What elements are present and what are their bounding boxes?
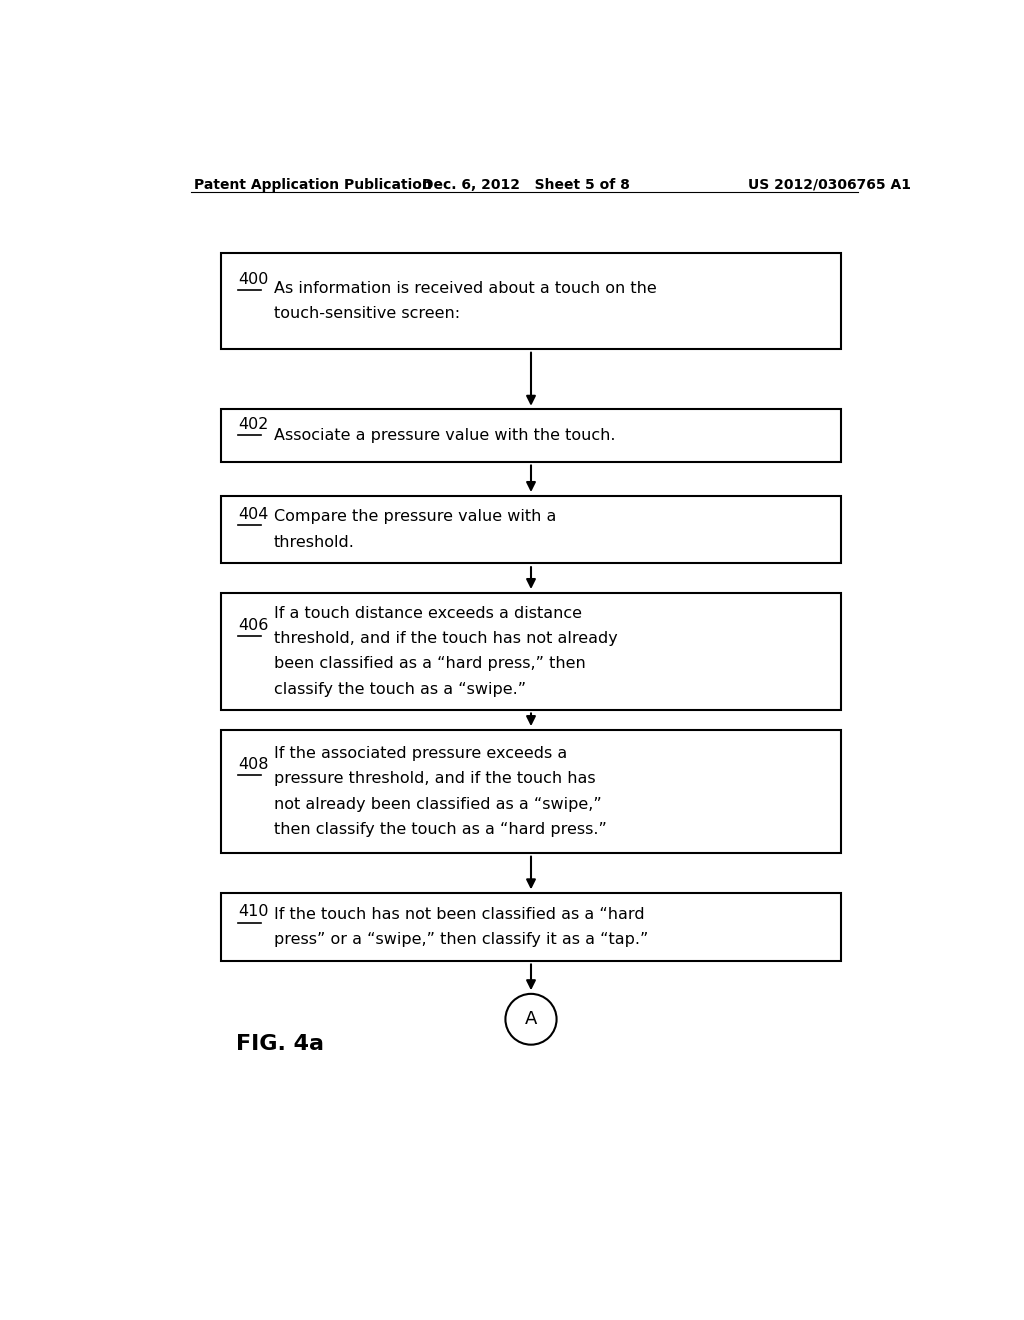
- Text: 404: 404: [238, 507, 268, 523]
- Text: press” or a “swipe,” then classify it as a “tap.”: press” or a “swipe,” then classify it as…: [273, 932, 648, 946]
- Bar: [221, 730, 841, 853]
- Bar: [221, 593, 841, 710]
- Text: then classify the touch as a “hard press.”: then classify the touch as a “hard press…: [273, 822, 606, 837]
- Text: US 2012/0306765 A1: US 2012/0306765 A1: [748, 178, 911, 191]
- Text: 400: 400: [238, 272, 268, 288]
- Bar: [221, 892, 841, 961]
- Text: If a touch distance exceeds a distance: If a touch distance exceeds a distance: [273, 606, 582, 620]
- Text: 410: 410: [238, 904, 268, 920]
- Text: Dec. 6, 2012   Sheet 5 of 8: Dec. 6, 2012 Sheet 5 of 8: [423, 178, 631, 191]
- Text: As information is received about a touch on the: As information is received about a touch…: [273, 281, 656, 296]
- Text: Compare the pressure value with a: Compare the pressure value with a: [273, 510, 556, 524]
- Text: FIG. 4a: FIG. 4a: [237, 1034, 325, 1053]
- Text: If the associated pressure exceeds a: If the associated pressure exceeds a: [273, 746, 567, 760]
- Text: Associate a pressure value with the touch.: Associate a pressure value with the touc…: [273, 428, 615, 444]
- Text: touch-sensitive screen:: touch-sensitive screen:: [273, 306, 460, 321]
- Bar: [221, 409, 841, 462]
- Text: classify the touch as a “swipe.”: classify the touch as a “swipe.”: [273, 682, 526, 697]
- Text: been classified as a “hard press,” then: been classified as a “hard press,” then: [273, 656, 586, 672]
- Text: 402: 402: [238, 417, 268, 432]
- Text: 406: 406: [238, 618, 268, 634]
- Text: Patent Application Publication: Patent Application Publication: [194, 178, 432, 191]
- Bar: [221, 496, 841, 564]
- Text: not already been classified as a “swipe,”: not already been classified as a “swipe,…: [273, 796, 601, 812]
- Circle shape: [506, 994, 557, 1044]
- Text: If the touch has not been classified as a “hard: If the touch has not been classified as …: [273, 907, 644, 921]
- Text: 408: 408: [238, 756, 268, 772]
- Text: threshold, and if the touch has not already: threshold, and if the touch has not alre…: [273, 631, 617, 645]
- Text: A: A: [525, 1010, 538, 1028]
- Bar: [221, 252, 841, 348]
- Text: pressure threshold, and if the touch has: pressure threshold, and if the touch has: [273, 771, 595, 787]
- Text: threshold.: threshold.: [273, 535, 354, 549]
